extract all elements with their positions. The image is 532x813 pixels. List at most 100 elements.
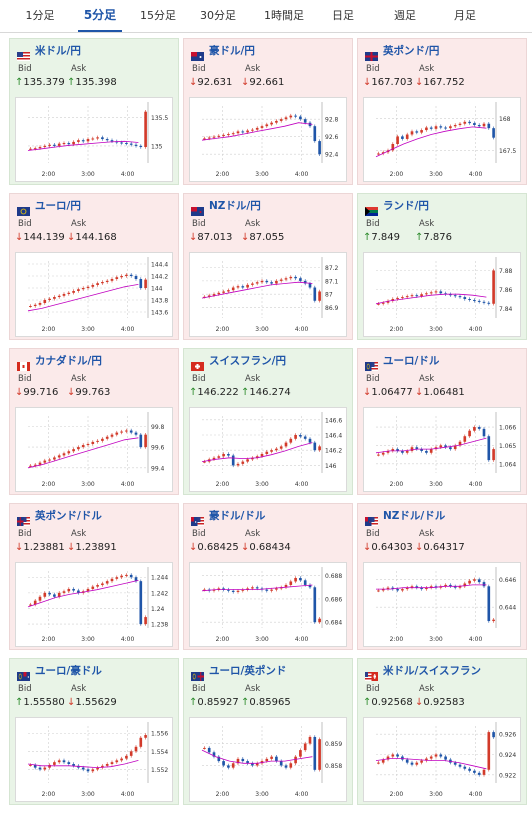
candle xyxy=(212,136,216,138)
candle xyxy=(212,752,216,757)
rate-card[interactable]: 豪ドル/ドル Bid Ask ↓0.68425 ↓0.68434 0.688 0.686 0.… xyxy=(183,503,353,650)
rate-card[interactable]: ユーロ/豪ドル Bid Ask ↑1.55580 ↓1.55629 1.556 1.554 1… xyxy=(9,658,179,805)
candle xyxy=(62,143,66,145)
candle xyxy=(246,588,249,590)
candlestick-chart[interactable]: 144.4 144.2 144 143.8 143.6 2:00 3:00 4:00 xyxy=(15,252,173,337)
tab-1時間足[interactable]: 1時間足 xyxy=(264,9,304,22)
candlestick-chart[interactable]: 1.556 1.554 1.552 2:00 3:00 4:00 xyxy=(15,717,173,802)
rate-card[interactable]: 米ドル/スイスフラン Bid Ask ↑0.92568 ↓0.92583 0.926 0.9… xyxy=(357,658,527,805)
ask-value: 0.92583 xyxy=(423,697,465,708)
candlestick-chart[interactable]: 1.066 1.065 1.064 2:00 3:00 4:00 xyxy=(363,407,521,492)
y-tick-label: 146 xyxy=(325,463,337,470)
arrow-down-icon: ↓ xyxy=(67,542,76,553)
candlestick-chart[interactable]: 0.688 0.686 0.684 2:00 3:00 4:00 xyxy=(189,562,347,647)
candle xyxy=(139,145,143,148)
candlestick-chart[interactable]: 92.8 92.6 92.4 2:00 3:00 4:00 xyxy=(189,97,347,182)
pair-name[interactable]: 英ポンド/円 xyxy=(383,45,440,57)
ask-label: Ask xyxy=(419,529,435,539)
candle xyxy=(72,588,75,591)
y-tick-label: 135.5 xyxy=(151,115,168,122)
rate-card[interactable]: ランド/円 Bid Ask ↑7.849 ↑7.876 7.88 7.86 7.84 2:00 3… xyxy=(357,193,527,340)
tab-月足[interactable]: 月足 xyxy=(454,9,476,22)
candle xyxy=(391,299,395,301)
ask-price: ↓0.92583 xyxy=(415,697,465,708)
candlestick-chart[interactable]: 1.244 1.242 1.24 1.238 2:00 3:00 4:00 xyxy=(15,562,173,647)
rate-card[interactable]: 英ポンド/ドル Bid Ask ↓1.23881 ↓1.23891 1.244 1.242 1… xyxy=(9,503,179,650)
moving-average-line xyxy=(27,284,139,312)
y-tick-label: 1.065 xyxy=(499,443,516,450)
candle xyxy=(53,457,56,460)
candlestick-chart[interactable]: 168 167.5 2:00 3:00 4:00 xyxy=(363,97,521,182)
candle xyxy=(120,431,123,433)
rate-card[interactable]: カナダドル/円 Bid Ask ↓99.716 ↓99.763 99.8 99.6 99.4 2… xyxy=(9,348,179,495)
candlestick-chart[interactable]: 87.2 87.1 87 86.9 2:00 3:00 4:00 xyxy=(189,252,347,337)
rate-card[interactable]: NZドル/円 Bid Ask ↓87.013 ↓87.055 87.2 87.1 87 86.9… xyxy=(183,193,353,340)
bid-value: 1.55580 xyxy=(23,697,65,708)
ask-price: ↓1.23891 xyxy=(67,542,117,553)
x-tick-label: 3:00 xyxy=(429,481,443,488)
candle xyxy=(425,127,428,131)
rate-card[interactable]: 英ポンド/円 Bid Ask ↓167.703 ↓167.752 168 167.5 2:00… xyxy=(357,38,527,185)
pair-name[interactable]: ユーロ/円 xyxy=(35,200,81,212)
pair-name[interactable]: カナダドル/円 xyxy=(35,355,102,367)
ask-price: ↓167.752 xyxy=(415,77,465,88)
candlestick-chart[interactable]: 7.88 7.86 7.84 2:00 3:00 4:00 xyxy=(363,252,521,337)
rate-card[interactable]: NZドル/ドル Bid Ask ↓0.64303 ↓0.64317 0.646 0.644 2… xyxy=(357,503,527,650)
pair-name[interactable]: 英ポンド/ドル xyxy=(35,510,102,522)
candle xyxy=(377,762,380,764)
pair-name[interactable]: ユーロ/豪ドル xyxy=(35,665,102,677)
pair-name[interactable]: NZドル/円 xyxy=(209,200,261,212)
candle xyxy=(105,581,109,584)
ask-price: ↓144.168 xyxy=(67,232,117,243)
rate-card[interactable]: ユーロ/ドル Bid Ask ↓1.06477 ↓1.06481 1.066 1.065 1.… xyxy=(357,348,527,495)
tab-1分足[interactable]: 1分足 xyxy=(25,9,55,22)
rate-card[interactable]: ユーロ/英ポンド Bid Ask ↑0.85927 ↑0.85965 0.859 0.858… xyxy=(183,658,353,805)
candle xyxy=(458,123,462,125)
pair-name[interactable]: ユーロ/英ポンド xyxy=(209,665,287,677)
candle xyxy=(62,591,66,593)
candlestick-chart[interactable]: 0.859 0.858 2:00 3:00 4:00 xyxy=(189,717,347,802)
candle xyxy=(48,459,51,461)
tab-週足[interactable]: 週足 xyxy=(394,9,416,22)
tab-5分足[interactable]: 5分足 xyxy=(78,0,122,32)
candle xyxy=(110,434,114,437)
candle xyxy=(53,144,56,146)
tab-日足[interactable]: 日足 xyxy=(332,9,354,22)
arrow-down-icon: ↓ xyxy=(189,542,198,553)
x-tick-label: 3:00 xyxy=(255,791,269,798)
candle xyxy=(405,587,409,590)
pair-name[interactable]: NZドル/ドル xyxy=(383,510,446,522)
pair-name[interactable]: ランド/円 xyxy=(383,200,429,212)
pair-name[interactable]: スイスフラン/円 xyxy=(209,355,287,367)
rate-card[interactable]: 豪ドル/円 Bid Ask ↓92.631 ↓92.661 92.8 92.6 92.4 2:0… xyxy=(183,38,353,185)
candle xyxy=(38,462,42,465)
candle xyxy=(482,428,486,437)
pair-name[interactable]: 米ドル/円 xyxy=(35,45,81,57)
candlestick-chart[interactable]: 135.5 135 2:00 3:00 4:00 xyxy=(15,97,173,182)
tab-15分足[interactable]: 15分足 xyxy=(140,9,176,22)
rate-card[interactable]: 米ドル/円 Bid Ask ↑135.379 ↑135.398 135.5 135 2:00 3… xyxy=(9,38,179,185)
arrow-down-icon: ↓ xyxy=(363,542,372,553)
ask-label: Ask xyxy=(419,219,435,229)
candlestick-chart[interactable]: 0.646 0.644 2:00 3:00 4:00 xyxy=(363,562,521,647)
tab-30分足[interactable]: 30分足 xyxy=(200,9,236,22)
candle xyxy=(482,582,486,587)
candlestick-chart[interactable]: 99.8 99.6 99.4 2:00 3:00 4:00 xyxy=(15,407,173,492)
pair-name[interactable]: 米ドル/スイスフラン xyxy=(383,665,482,677)
rate-card[interactable]: ユーロ/円 Bid Ask ↓144.139 ↓144.168 144.4 144.2 144… xyxy=(9,193,179,340)
arrow-down-icon: ↓ xyxy=(415,77,424,88)
candle xyxy=(43,592,47,597)
rate-card[interactable]: スイスフラン/円 Bid Ask ↑146.222 ↑146.274 146.6 146.4… xyxy=(183,348,353,495)
bid-price: ↓1.23881 xyxy=(15,542,65,553)
candle xyxy=(492,128,495,138)
candlestick-chart[interactable]: 146.6 146.4 146.2 146 2:00 3:00 4:00 xyxy=(189,407,347,492)
pair-name[interactable]: 豪ドル/円 xyxy=(209,45,255,57)
candle xyxy=(251,587,254,589)
candle xyxy=(57,295,61,297)
candle xyxy=(270,450,273,452)
pair-name[interactable]: ユーロ/ドル xyxy=(383,355,440,367)
pair-name[interactable]: 豪ドル/ドル xyxy=(209,510,266,522)
y-tick-label: 92.4 xyxy=(325,152,339,159)
candlestick-chart[interactable]: 0.926 0.924 0.922 2:00 3:00 4:00 xyxy=(363,717,521,802)
candle xyxy=(96,767,99,770)
